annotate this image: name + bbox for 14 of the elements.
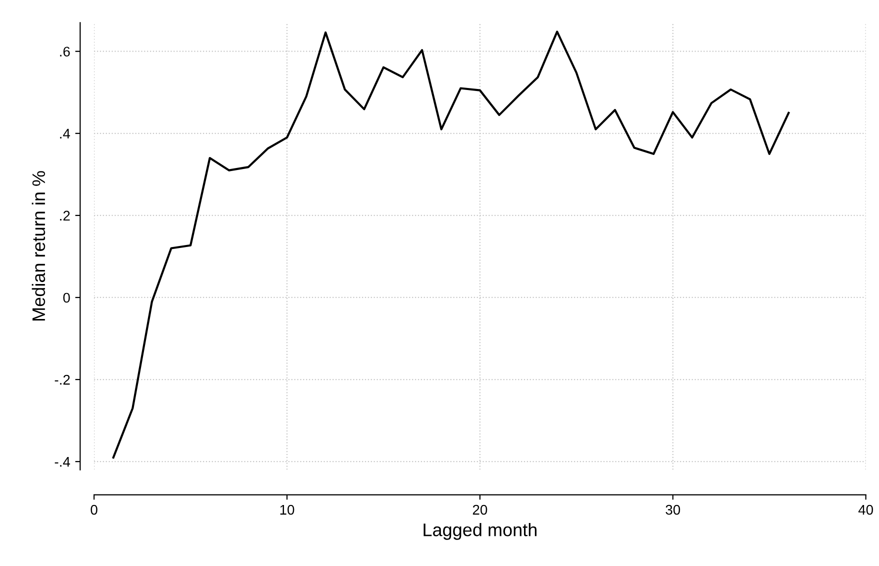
line-series — [112, 30, 790, 459]
x-tick-label: 10 — [280, 504, 294, 515]
y-tick-label: -.2 — [54, 374, 70, 385]
y-tick-label: -.4 — [54, 457, 70, 467]
x-tick-label: 30 — [666, 504, 680, 515]
y-tick-label: .4 — [60, 128, 70, 138]
y-tick-label: .6 — [60, 46, 70, 57]
y-axis-title: Median return in % — [32, 171, 46, 320]
x-tick-label: 40 — [858, 504, 873, 515]
y-tick-label: 0 — [63, 292, 70, 303]
x-tick-label: 20 — [472, 504, 488, 515]
x-axis-title: Lagged month — [424, 523, 536, 540]
y-tick-label: .2 — [60, 210, 70, 220]
x-tick-label: 0 — [90, 504, 98, 515]
